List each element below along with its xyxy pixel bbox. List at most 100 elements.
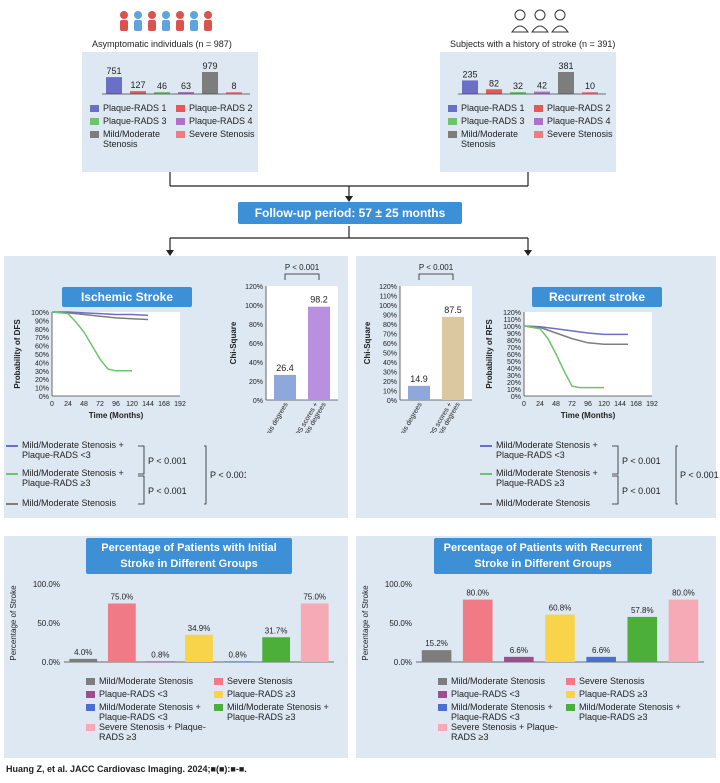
legend-swatch	[176, 118, 185, 125]
cohort-bar-label: 10	[585, 81, 595, 91]
legend-item: Plaque-RADS 4	[534, 116, 618, 126]
bottom-bar	[462, 599, 493, 662]
km-legend-label: Mild/Moderate Stenosis + Plaque-RADS ≥3	[496, 468, 598, 488]
km-xtick: 72	[568, 401, 576, 408]
legend-swatch	[534, 118, 543, 125]
km-ytick: 60%	[35, 344, 49, 351]
km-legend-label: Mild/Moderate Stenosis	[496, 498, 591, 508]
bottom-bar	[545, 614, 575, 662]
legend-label: Plaque-RADS 1	[103, 103, 167, 113]
chi-bracket	[418, 273, 454, 280]
bottom-bar	[223, 661, 252, 663]
bottom-bar	[262, 637, 291, 662]
km-curve	[523, 325, 628, 336]
km-ytick: 120%	[503, 310, 521, 317]
left-km-legend: Mild/Moderate Stenosis + Plaque-RADS <3 M…	[6, 440, 346, 514]
chi-ytick: 10%	[383, 389, 397, 396]
bottom-left-title: Percentage of Patients with Initial Stro…	[86, 538, 292, 574]
legend-swatch	[534, 105, 543, 112]
bottom-legend-label: Plaque-RADS ≥3	[227, 689, 296, 699]
bottom-legend-label: Mild/Moderate Stenosis + Plaque-RADS ≥3	[579, 702, 681, 722]
bottom-bar-label: 31.7%	[265, 626, 288, 635]
bracket-lower	[612, 475, 619, 505]
bracket-lower	[138, 475, 145, 505]
left-km-chart: 0%10% 20%30% 40%50%60% 70%80% 90%100% 0 24 48 72…	[13, 310, 186, 420]
bottom-bar-label: 15.2%	[425, 639, 448, 648]
bottom-legend-item: Mild/Moderate Stenosis + Plaque-RADS <3	[438, 702, 564, 722]
km-ytick: 50%	[35, 352, 49, 359]
legend-label: Severe Stenosis	[189, 129, 255, 139]
bottom-bar	[185, 634, 213, 662]
bracket-upper	[612, 445, 619, 475]
km-ytick: 0%	[39, 394, 49, 401]
ischemic-stroke-title: Ischemic Stroke	[62, 287, 192, 307]
right-clinician-icons	[510, 8, 570, 39]
legend-label: Mild/Moderate Stenosis	[461, 129, 519, 149]
bottom-bar-label: 60.8%	[549, 604, 572, 613]
person-icon-row	[120, 11, 212, 31]
chi-ytick: 20%	[249, 379, 263, 386]
km-legend-line	[480, 445, 492, 447]
right-cohort-title: Subjects with a history of stroke (n = 3…	[450, 39, 616, 49]
km-xtick: 120	[598, 401, 610, 408]
bottom-legend-item: Plaque-RADS <3	[438, 689, 564, 699]
left-cohort-legend: Plaque-RADS 1 Plaque-RADS 2 Plaque-RADS 3 P…	[90, 103, 260, 173]
cohort-bar-label: 82	[489, 78, 499, 88]
bracket-outer	[675, 445, 678, 505]
km-xlabel: Time (Months)	[561, 411, 616, 420]
bottom-right-bar-chart: Percentage of Stroke 0.0% 50.0% 100.0% 15.2%…	[361, 580, 704, 667]
bottom-legend-label: Plaque-RADS ≥3	[579, 689, 648, 699]
bottom-bar-label: 0.8%	[228, 650, 246, 659]
chi-ytick: 50%	[383, 351, 397, 358]
cohort-bar	[106, 77, 122, 94]
chi-ytick: 80%	[249, 322, 263, 329]
bottom-legend-swatch	[214, 678, 223, 685]
km-legend-item: Mild/Moderate Stenosis	[480, 498, 612, 508]
legend-item: Mild/Moderate Stenosis	[90, 129, 174, 149]
km-xtick: 96	[112, 401, 120, 408]
bottom-legend-label: Mild/Moderate Stenosis + Plaque-RADS <3	[451, 702, 553, 722]
km-legend-item: Mild/Moderate Stenosis + Plaque-RADS ≥3	[6, 468, 138, 488]
bottom-ytick: 50.0%	[37, 619, 60, 628]
km-legend-item: Mild/Moderate Stenosis	[6, 498, 138, 508]
legend-swatch	[448, 118, 457, 125]
citation-caption: Huang Z, et al. JACC Cardiovasc Imaging.…	[6, 764, 247, 774]
legend-item: Severe Stenosis	[534, 129, 618, 139]
bottom-bar	[146, 661, 175, 663]
bottom-right-title-line2: Stroke in Different Groups	[474, 558, 612, 570]
km-xtick: 168	[630, 401, 642, 408]
bottom-left-bar-chart: Percentage of Stroke 0.0% 50.0% 100.0% 4.0% 7…	[9, 580, 334, 667]
km-ytick: 20%	[507, 380, 521, 387]
km-legend-label: Mild/Moderate Stenosis	[22, 498, 117, 508]
bottom-bar	[504, 656, 534, 662]
chi-ylabel: Chi-Square	[229, 321, 238, 364]
chi-ytick: 120%	[379, 284, 397, 291]
ischemic-stroke-title-text: Ischemic Stroke	[80, 290, 174, 304]
bottom-legend-swatch	[86, 724, 95, 731]
legend-label: Plaque-RADS 1	[461, 103, 525, 113]
km-ytick: 100%	[31, 310, 49, 317]
right-km-legend: Mild/Moderate Stenosis + Plaque-RADS <3 M…	[480, 440, 719, 514]
km-plot-area	[52, 312, 180, 396]
cohort-bar	[178, 92, 194, 94]
km-ytick: 60%	[507, 352, 521, 359]
bottom-legend-item: Mild/Moderate Stenosis + Plaque-RADS <3	[86, 702, 212, 722]
legend-label: Plaque-RADS 3	[103, 116, 167, 126]
bottom-legend-label: Mild/Moderate Stenosis	[99, 676, 194, 686]
bottom-legend-label: Severe Stenosis	[227, 676, 293, 686]
km-ylabel: Probability of DFS	[13, 319, 22, 389]
legend-label: Severe Stenosis	[547, 129, 613, 139]
bottom-legend-swatch	[566, 704, 575, 711]
bottom-legend-swatch	[86, 678, 95, 685]
bottom-legend-label: Severe Stenosis	[579, 676, 645, 686]
km-xtick: 120	[126, 401, 138, 408]
km-legend-line	[6, 445, 18, 447]
cohort-bar-label: 46	[157, 81, 167, 91]
bottom-ytick: 0.0%	[42, 658, 60, 667]
bottom-legend-item: Mild/Moderate Stenosis + Plaque-RADS ≥3	[566, 702, 692, 722]
bottom-legend-item: Mild/Moderate Stenosis	[438, 676, 564, 686]
km-legend-item: Mild/Moderate Stenosis + Plaque-RADS <3	[480, 440, 612, 460]
bracket-outer	[204, 445, 207, 505]
km-ytick: 50%	[507, 359, 521, 366]
km-legend-label: Mild/Moderate Stenosis + Plaque-RADS <3	[22, 440, 124, 460]
